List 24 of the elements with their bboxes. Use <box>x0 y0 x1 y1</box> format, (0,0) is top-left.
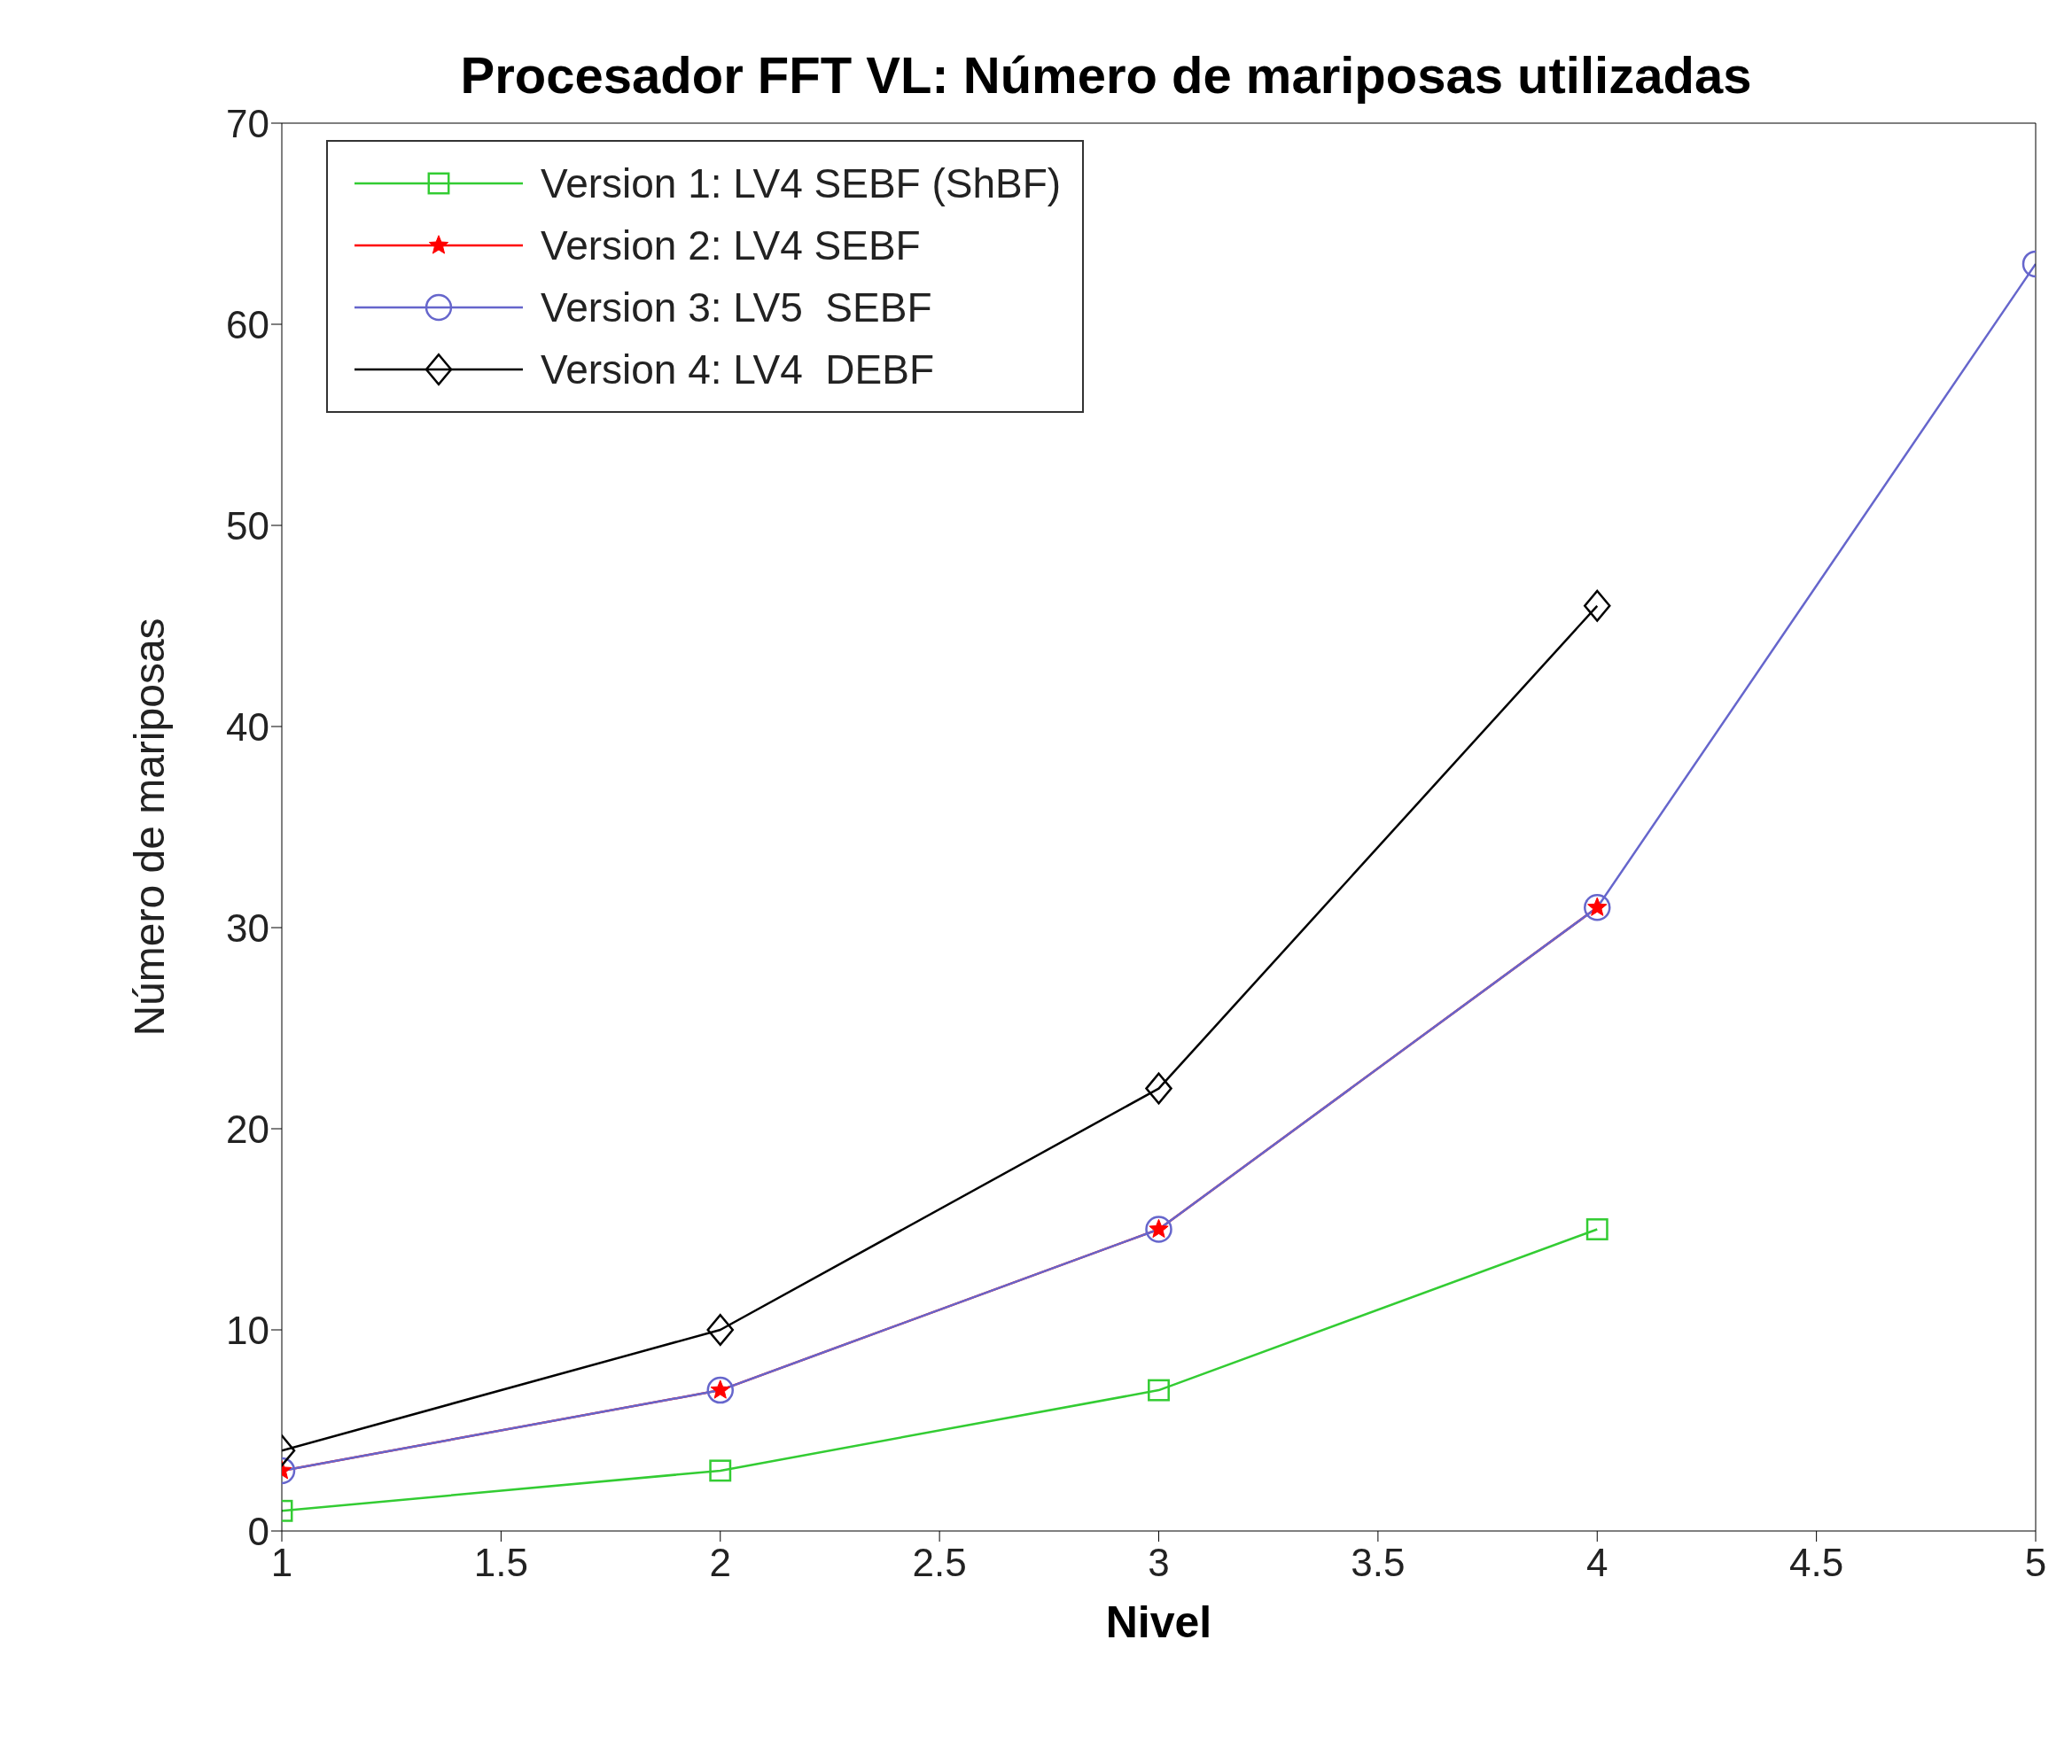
y-tick-label: 70 <box>226 101 269 145</box>
y-tick-label: 30 <box>226 905 269 950</box>
y-tick-label: 20 <box>226 1107 269 1151</box>
x-axis-title: Nivel <box>1105 1597 1212 1647</box>
y-tick-label: 50 <box>226 503 269 548</box>
x-tick-label: 3.5 <box>1351 1541 1406 1585</box>
legend-label: Version 2: LV4 SEBF <box>541 221 921 269</box>
x-tick-label: 3 <box>1148 1541 1170 1585</box>
x-tick-label: 1 <box>270 1541 293 1585</box>
legend-label: Version 1: LV4 SEBF (ShBF) <box>541 159 1062 207</box>
x-tick-label: 2 <box>709 1541 731 1585</box>
legend-label: Version 4: LV4 DEBF <box>541 346 935 393</box>
chart-title: Procesador FFT VL: Número de mariposas utilizadas <box>460 46 1752 104</box>
y-tick-label: 40 <box>226 704 269 749</box>
y-axis-title: Número de mariposas <box>126 618 174 1037</box>
x-tick-label: 1.5 <box>473 1541 528 1585</box>
x-tick-label: 2.5 <box>912 1541 967 1585</box>
legend-label: Version 3: LV5 SEBF <box>541 284 932 331</box>
y-tick-label: 10 <box>226 1308 269 1352</box>
y-tick-label: 60 <box>226 302 269 346</box>
x-tick-label: 4.5 <box>1789 1541 1844 1585</box>
y-tick-label: 0 <box>247 1509 269 1553</box>
x-tick-label: 4 <box>1586 1541 1609 1585</box>
x-tick-label: 5 <box>2024 1541 2047 1585</box>
